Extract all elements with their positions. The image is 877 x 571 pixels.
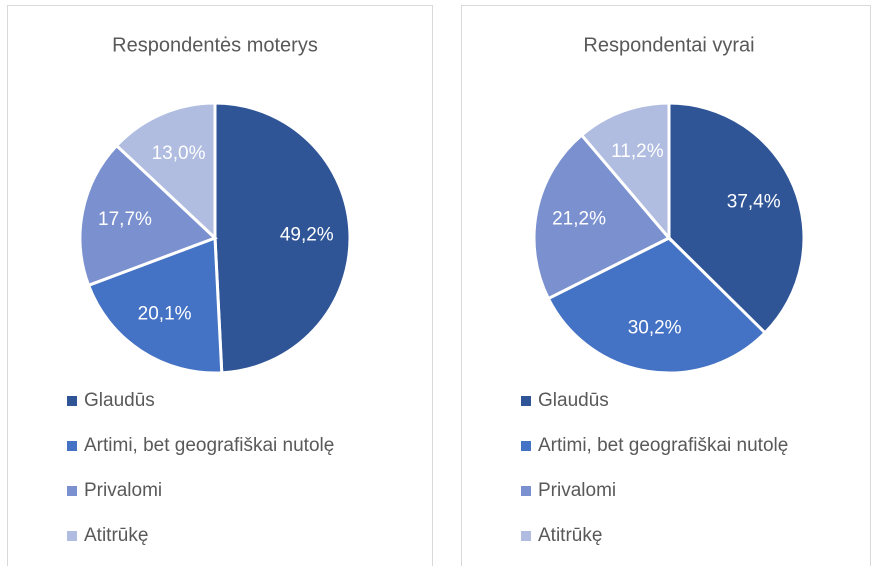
data-label: 21,2% [552,209,606,230]
pie-slice [579,101,671,243]
legend-swatch [521,396,531,406]
chart-title: Respondentės moterys [112,34,318,56]
data-label: 37,4% [727,192,781,213]
data-label: 20,1% [138,304,192,325]
pie-slice [213,101,352,375]
legend-label: Privalomi [84,480,162,501]
legend-label: Atitrūkę [84,525,148,546]
legend-label: Atitrūkę [538,525,602,546]
data-label: 11,2% [611,141,664,162]
data-label: 13,0% [152,143,206,164]
data-label: 49,2% [280,225,334,246]
legend-label: Glaudūs [84,390,155,411]
data-label: 17,7% [98,209,152,230]
pie-slice [78,143,218,288]
legend-label: Artimi, bet geografiškai nutolę [84,435,334,456]
legend-label: Artimi, bet geografiškai nutolę [538,435,788,456]
chart-title: Respondentai vyrai [583,34,754,56]
legend-swatch [521,441,531,451]
data-label: 30,2% [628,318,682,339]
legend-label: Privalomi [538,480,616,501]
pie-slice [86,235,224,375]
legend-swatch [67,531,77,541]
legend-swatch [521,486,531,496]
legend-swatch [521,531,531,541]
pie-slice [114,101,217,242]
legend-swatch [67,441,77,451]
legend-swatch [67,396,77,406]
pie-slice [532,132,672,301]
pie-slice [667,101,806,335]
legend-swatch [67,486,77,496]
legend-label: Glaudūs [538,390,609,411]
